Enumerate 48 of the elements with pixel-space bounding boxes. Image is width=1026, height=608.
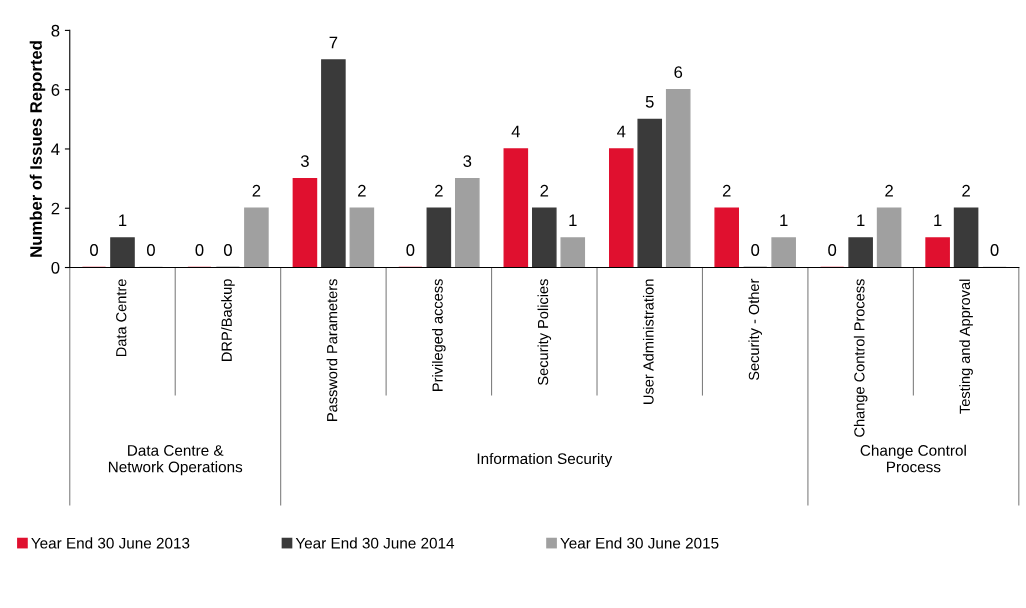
data-label: 5 xyxy=(645,96,654,108)
data-label: 0 xyxy=(223,244,232,256)
data-label: 0 xyxy=(751,244,760,256)
text: Change Control Process xyxy=(860,444,966,473)
legend-label: Year End 30 June 2015 xyxy=(560,537,719,549)
data-label: 2 xyxy=(722,184,731,197)
y-tick-label: 0 xyxy=(51,261,60,274)
data-label: 1 xyxy=(934,214,942,227)
y-tick-label: 6 xyxy=(51,84,60,96)
x-tick-label: Security Policies xyxy=(537,279,552,385)
data-label: 0 xyxy=(828,244,837,256)
text: Data Centre & Network Operations xyxy=(108,445,243,476)
x-tick-label: DRP/Backup xyxy=(221,279,235,361)
data-label: 1 xyxy=(857,214,865,227)
data-label: 1 xyxy=(780,214,788,227)
x-tick-label: User Administration xyxy=(642,279,654,404)
x-tick-label: Password Parameters xyxy=(326,279,338,421)
data-label: 2 xyxy=(358,184,366,197)
x-tick-label: Change Control Process xyxy=(853,279,868,437)
data-label: 7 xyxy=(329,36,338,49)
y-axis-title: Number of Issues Reported xyxy=(29,41,46,257)
data-label: 3 xyxy=(463,155,472,167)
y-tick-label: 2 xyxy=(51,202,60,215)
data-label: 0 xyxy=(406,244,415,256)
data-label: 2 xyxy=(252,184,261,197)
data-label: 2 xyxy=(885,184,893,197)
x-tick-label: Data Centre xyxy=(116,279,127,357)
y-tick-label: 8 xyxy=(51,24,60,37)
data-label: 0 xyxy=(90,244,98,256)
data-label: 0 xyxy=(195,244,204,256)
data-label: 4 xyxy=(617,125,626,138)
data-label: 1 xyxy=(569,214,577,227)
legend-label: Year End 30 June 2013 xyxy=(31,537,190,549)
text: Information Security xyxy=(477,452,613,468)
x-tick-label: Security - Other xyxy=(748,278,762,381)
data-label: 2 xyxy=(435,184,443,197)
x-tick-label: Testing and Approval xyxy=(959,279,973,414)
data-label: 0 xyxy=(146,244,155,256)
x-tick-label: Privileged access xyxy=(432,279,446,391)
data-label: 0 xyxy=(990,244,999,256)
data-label: 1 xyxy=(119,214,127,227)
data-label: 6 xyxy=(674,66,683,79)
data-label: 4 xyxy=(511,125,520,138)
data-label: 3 xyxy=(300,155,309,167)
data-label: 2 xyxy=(540,184,549,197)
data-label: 2 xyxy=(962,184,970,197)
y-tick-label: 4 xyxy=(51,143,60,155)
legend-label: Year End 30 June 2014 xyxy=(295,537,455,549)
